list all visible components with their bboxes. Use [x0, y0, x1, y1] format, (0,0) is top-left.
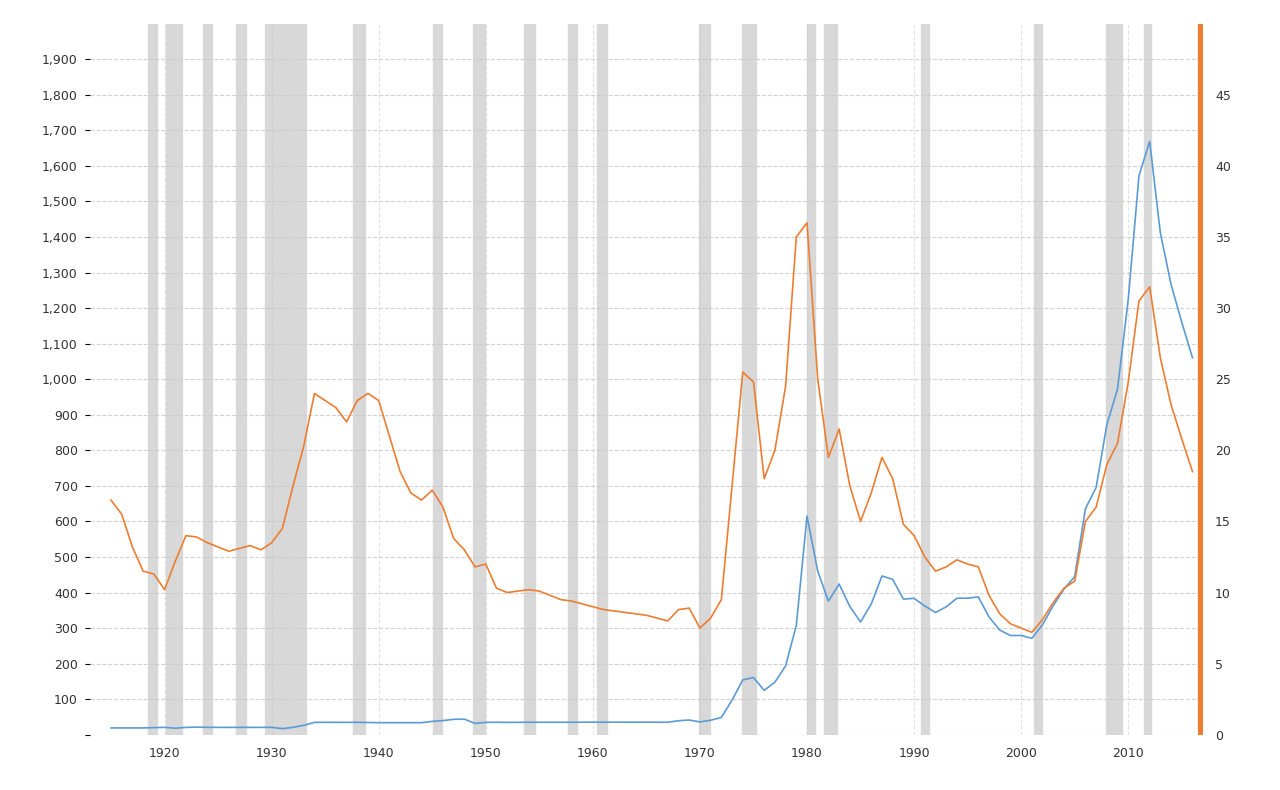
Bar: [237, 24, 246, 735]
Bar: [920, 24, 929, 735]
Bar: [1144, 24, 1151, 735]
Bar: [165, 24, 182, 735]
Bar: [353, 24, 365, 735]
Bar: [525, 24, 535, 735]
Bar: [1106, 24, 1121, 735]
Bar: [699, 24, 709, 735]
Bar: [806, 24, 814, 735]
Bar: [568, 24, 577, 735]
Bar: [148, 24, 157, 735]
Bar: [824, 24, 837, 735]
Bar: [204, 24, 211, 735]
Bar: [265, 24, 306, 735]
Bar: [434, 24, 442, 735]
Bar: [741, 24, 755, 735]
Bar: [598, 24, 607, 735]
Bar: [472, 24, 485, 735]
Bar: [1034, 24, 1042, 735]
